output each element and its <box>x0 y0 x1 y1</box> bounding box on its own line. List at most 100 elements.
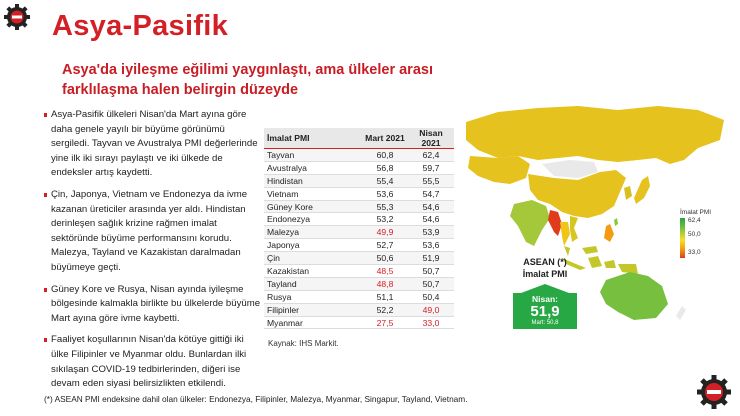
cell-country: Güney Kore <box>264 200 362 214</box>
bullet-item: Güney Kore ve Rusya, Nisan ayında iyileş… <box>44 283 262 327</box>
asean-title-line1: ASEAN (*) <box>523 257 567 267</box>
bullet-item: Asya-Pasifik ülkeleri Nisan'da Mart ayın… <box>44 108 262 181</box>
page-subtitle: Asya'da iyileşme eğilimi yaygınlaştı, am… <box>62 62 433 98</box>
map-malaysia <box>564 246 598 256</box>
cell-march: 52,7 <box>362 238 408 253</box>
isg-logo <box>697 375 731 409</box>
bullet-item: Faaliyet koşullarının Nisan'da kötüye gi… <box>44 333 262 391</box>
cell-april: 53,6 <box>408 238 454 253</box>
map-korea <box>624 186 632 200</box>
cell-march: 49,9 <box>362 225 408 240</box>
bullet-item: Çin, Japonya, Vietnam ve Endonezya da iv… <box>44 188 262 276</box>
legend-min: 33,0 <box>688 249 701 256</box>
source-note: Kaynak: IHS Markit. <box>268 339 339 348</box>
cell-country: Çin <box>264 251 362 266</box>
cell-april: 62,4 <box>408 148 454 162</box>
header-bar <box>0 0 740 3</box>
map-taiwan <box>614 218 618 226</box>
cell-country: Hindistan <box>264 174 362 188</box>
cell-country: Malezya <box>264 225 362 240</box>
table-row: Güney Kore 55,3 54,6 <box>264 200 454 214</box>
table-row: Filipinler 52,2 49,0 <box>264 303 454 317</box>
table-header-row: İmalat PMI Mart 2021 Nisan 2021 <box>264 128 454 149</box>
map-legend: İmalat PMI 62,4 50,0 33,0 <box>668 209 728 261</box>
asean-title-line2: İmalat PMI <box>522 269 568 279</box>
map-mongolia <box>542 160 598 178</box>
cell-april: 53,9 <box>408 225 454 240</box>
asean-label: Nisan: <box>532 294 558 304</box>
bullet-list: Asya-Pasifik ülkeleri Nisan'da Mart ayın… <box>44 108 262 399</box>
table-row: Rusya 51,1 50,4 <box>264 290 454 304</box>
map-australia <box>600 272 668 320</box>
table-row: Myanmar 27,5 33,0 <box>264 316 454 330</box>
cell-april: 49,0 <box>408 303 454 317</box>
map-new-zealand <box>676 306 686 320</box>
table-row: Malezya 49,9 53,9 <box>264 225 454 240</box>
cell-april: 54,6 <box>408 212 454 227</box>
map-japan <box>634 176 650 204</box>
table-row: Hindistan 55,4 55,5 <box>264 174 454 188</box>
cell-april: 51,9 <box>408 251 454 266</box>
cell-april: 59,7 <box>408 161 454 175</box>
footnote: (*) ASEAN PMI endeksine dahil olan ülkel… <box>44 394 468 404</box>
pmi-table: İmalat PMI Mart 2021 Nisan 2021 Tayvan 60… <box>264 128 454 330</box>
cell-country: Kazakistan <box>264 264 362 278</box>
table-row: Tayvan 60,8 62,4 <box>264 148 454 162</box>
cell-april: 50,4 <box>408 290 454 304</box>
cell-march: 50,6 <box>362 251 408 266</box>
isg-logo <box>4 4 30 30</box>
legend-mid: 50,0 <box>688 231 701 238</box>
cell-march: 48,8 <box>362 277 408 291</box>
cell-march: 60,8 <box>362 148 408 162</box>
table-row: Japonya 52,7 53,6 <box>264 238 454 253</box>
cell-march: 52,2 <box>362 303 408 317</box>
table-row: Kazakistan 48,5 50,7 <box>264 264 454 278</box>
page-title: Asya-Pasifik <box>52 10 229 42</box>
cell-country: Avustralya <box>264 161 362 175</box>
cell-march: 27,5 <box>362 316 408 330</box>
map-indonesia <box>562 256 638 274</box>
table-row: Avustralya 56,8 59,7 <box>264 161 454 175</box>
cell-april: 55,5 <box>408 174 454 188</box>
map-russia <box>466 106 724 164</box>
legend-title: İmalat PMI <box>680 209 712 216</box>
col-header-country: İmalat PMI <box>264 128 362 149</box>
table-row: Vietnam 53,6 54,7 <box>264 187 454 201</box>
cell-april: 50,7 <box>408 277 454 291</box>
cell-march: 56,8 <box>362 161 408 175</box>
cell-march: 55,4 <box>362 174 408 188</box>
asia-pacific-map <box>466 106 724 320</box>
table-row: Tayland 48,8 50,7 <box>264 277 454 291</box>
cell-march: 53,2 <box>362 212 408 227</box>
map-thailand <box>560 222 570 246</box>
cell-country: Vietnam <box>264 187 362 201</box>
cell-country: Rusya <box>264 290 362 304</box>
cell-country: Endonezya <box>264 212 362 227</box>
cell-country: Japonya <box>264 238 362 253</box>
table-row: Çin 50,6 51,9 <box>264 251 454 266</box>
cell-country: Myanmar <box>264 316 362 330</box>
asean-prev-value: Mart: 50,8 <box>531 320 559 326</box>
cell-april: 50,7 <box>408 264 454 278</box>
cell-country: Filipinler <box>264 303 362 317</box>
asean-title: ASEAN (*) İmalat PMI <box>505 256 585 280</box>
cell-march: 53,6 <box>362 187 408 201</box>
cell-march: 55,3 <box>362 200 408 214</box>
cell-april: 54,6 <box>408 200 454 214</box>
map-vietnam <box>570 216 578 242</box>
table-row: Endonezya 53,2 54,6 <box>264 212 454 227</box>
legend-max: 62,4 <box>688 217 701 224</box>
col-header-march: Mart 2021 <box>362 128 408 149</box>
legend-color-scale <box>680 218 685 258</box>
col-header-april: Nisan 2021 <box>408 128 454 149</box>
asean-value: 51,9 <box>530 303 560 320</box>
map-kazakhstan <box>468 156 530 184</box>
cell-april: 33,0 <box>408 316 454 330</box>
asean-pmi-badge: Nisan: 51,9 Mart: 50,8 <box>513 293 577 329</box>
map-myanmar <box>548 210 562 236</box>
cell-country: Tayland <box>264 277 362 291</box>
cell-march: 51,1 <box>362 290 408 304</box>
cell-march: 48,5 <box>362 264 408 278</box>
cell-april: 54,7 <box>408 187 454 201</box>
map-china <box>528 170 626 218</box>
